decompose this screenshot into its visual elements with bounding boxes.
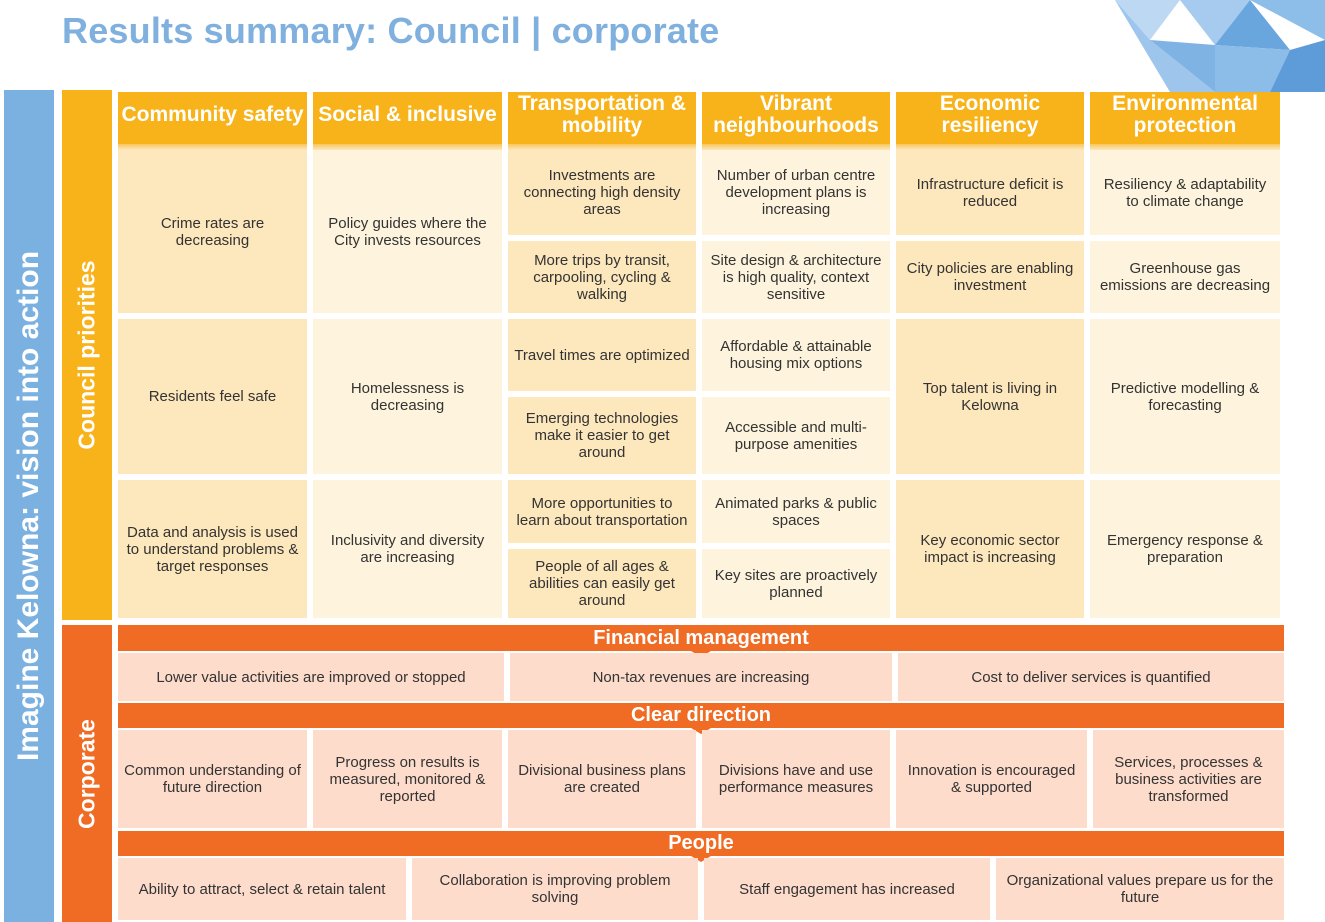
vision-label: Imagine Kelowna: vision into action	[12, 250, 45, 762]
cell-emergency-response: Emergency response & preparation	[1090, 480, 1280, 618]
cell-homelessness: Homelessness is decreasing	[313, 319, 502, 474]
cell-site-design: Site design & architecture is high quali…	[702, 241, 890, 313]
corporate-label: Corporate	[73, 718, 100, 829]
band-people: People	[118, 831, 1284, 862]
cell-top-talent: Top talent is living in Kelowna	[896, 319, 1084, 474]
cell-infrastructure-deficit: Infrastructure deficit is reduced	[896, 150, 1084, 235]
cell-staff-engagement: Staff engagement has increased	[704, 858, 990, 920]
cell-common-understanding: Common understanding of future direction	[118, 730, 307, 828]
cell-predictive-modelling: Predictive modelling & forecasting	[1090, 319, 1280, 474]
cell-crime-rates: Crime rates are decreasing	[118, 150, 307, 313]
cell-residents-safe: Residents feel safe	[118, 319, 307, 474]
cell-emerging-tech: Emerging technologies make it easier to …	[508, 397, 696, 474]
header-economic: Economic resiliency	[896, 92, 1084, 150]
cell-greenhouse-gas: Greenhouse gas emissions are decreasing	[1090, 241, 1280, 313]
cell-services-transformed: Services, processes & business activitie…	[1093, 730, 1284, 828]
header-community-safety: Community safety	[118, 92, 307, 150]
cell-attract-talent: Ability to attract, select & retain tale…	[118, 858, 406, 920]
header-environmental: Environmental protection	[1090, 92, 1280, 150]
cell-learn-transport: More opportunities to learn about transp…	[508, 480, 696, 543]
cell-key-economic-sector: Key economic sector impact is increasing	[896, 480, 1084, 618]
cell-data-analysis: Data and analysis is used to understand …	[118, 480, 307, 618]
cell-more-trips: More trips by transit, carpooling, cycli…	[508, 241, 696, 313]
cell-organizational-values: Organizational values prepare us for the…	[996, 858, 1284, 920]
cell-cost-to-deliver: Cost to deliver services is quantified	[898, 653, 1284, 701]
page-title: Results summary: Council | corporate	[62, 10, 720, 51]
council-priorities-label: Council priorities	[73, 260, 100, 450]
header-vibrant: Vibrant neighbourhoods	[702, 92, 890, 150]
cell-urban-centre: Number of urban centre development plans…	[702, 150, 890, 235]
cell-divisional-plans: Divisional business plans are created	[508, 730, 696, 828]
cell-non-tax-revenues: Non-tax revenues are increasing	[510, 653, 892, 701]
cell-innovation: Innovation is encouraged & supported	[896, 730, 1087, 828]
cell-travel-times: Travel times are optimized	[508, 319, 696, 391]
cell-lower-value-activities: Lower value activities are improved or s…	[118, 653, 504, 701]
cell-city-policies: City policies are enabling investment	[896, 241, 1084, 313]
cell-progress-on-results: Progress on results is measured, monitor…	[313, 730, 502, 828]
cell-key-sites: Key sites are proactively planned	[702, 549, 890, 618]
cell-all-ages: People of all ages & abilities can easil…	[508, 549, 696, 618]
header-social-inclusive: Social & inclusive	[313, 92, 502, 150]
cell-policy-guides: Policy guides where the City invests res…	[313, 150, 502, 313]
decorative-triangles-graphic	[1115, 0, 1325, 92]
band-clear-direction: Clear direction	[118, 703, 1284, 734]
cell-accessible-amenities: Accessible and multi-purpose amenities	[702, 397, 890, 474]
cell-collaboration: Collaboration is improving problem solvi…	[412, 858, 698, 920]
cell-resiliency-climate: Resiliency & adaptability to climate cha…	[1090, 150, 1280, 235]
council-priorities-side-bar: Council priorities	[62, 90, 112, 620]
cell-animated-parks: Animated parks & public spaces	[702, 480, 890, 543]
cell-investments: Investments are connecting high density …	[508, 150, 696, 235]
vision-side-bar: Imagine Kelowna: vision into action	[4, 90, 54, 922]
corporate-side-bar: Corporate	[62, 625, 112, 922]
band-financial-management: Financial management	[118, 625, 1284, 657]
cell-affordable-housing: Affordable & attainable housing mix opti…	[702, 319, 890, 391]
header-transportation: Transportation & mobility	[508, 92, 696, 150]
cell-performance-measures: Divisions have and use performance measu…	[702, 730, 890, 828]
cell-inclusivity: Inclusivity and diversity are increasing	[313, 480, 502, 618]
